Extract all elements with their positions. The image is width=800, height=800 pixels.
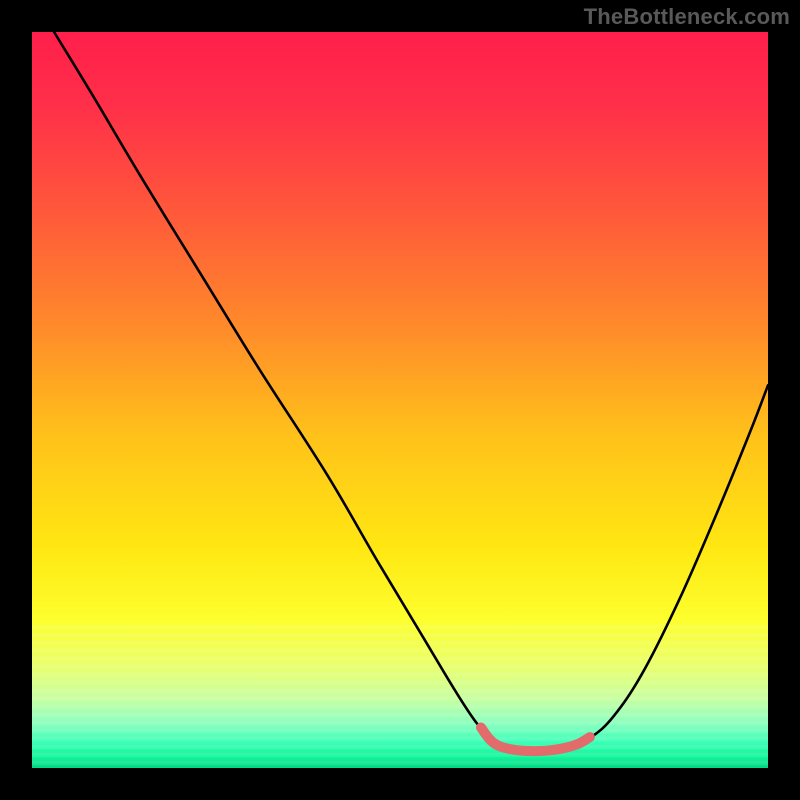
watermark-text: TheBottleneck.com bbox=[584, 4, 790, 30]
chart-stage: TheBottleneck.com bbox=[0, 0, 800, 800]
v-curve-chart bbox=[0, 0, 800, 800]
